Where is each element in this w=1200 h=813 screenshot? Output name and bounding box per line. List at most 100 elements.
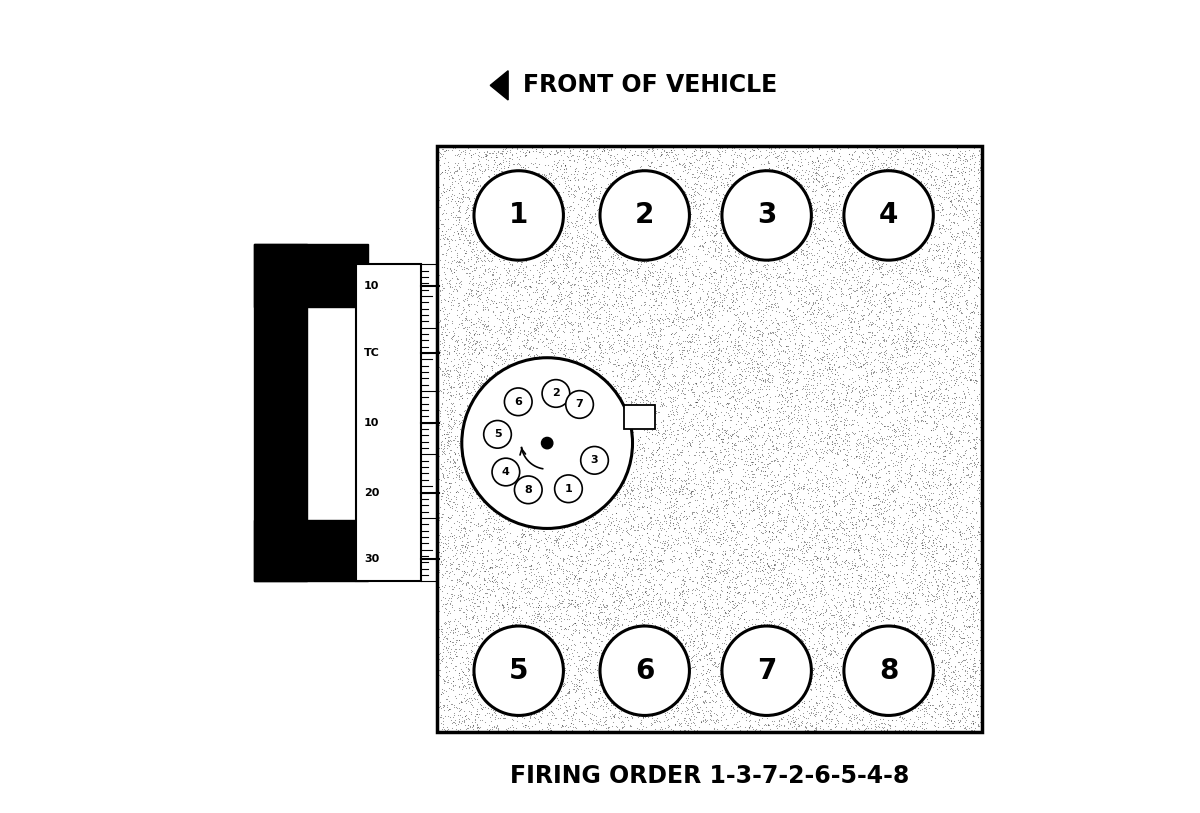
Point xyxy=(808,255,827,268)
Point xyxy=(636,369,655,382)
Point xyxy=(766,298,785,311)
Point xyxy=(449,559,468,572)
Point xyxy=(614,379,634,392)
Point xyxy=(456,599,475,612)
Point xyxy=(569,419,588,432)
Point xyxy=(946,442,965,455)
Point xyxy=(883,611,902,624)
Point xyxy=(462,176,481,189)
Point xyxy=(865,724,884,737)
Point xyxy=(595,294,614,307)
Point xyxy=(841,222,860,235)
Point xyxy=(611,634,630,647)
Point xyxy=(478,239,497,252)
Point xyxy=(850,380,869,393)
Point xyxy=(440,450,460,463)
Point xyxy=(577,305,596,318)
Point xyxy=(971,681,990,694)
Point xyxy=(934,629,953,642)
Point xyxy=(649,441,668,454)
Point xyxy=(552,205,571,218)
Point xyxy=(760,267,779,280)
Point xyxy=(971,216,990,229)
Point xyxy=(605,374,624,387)
Point xyxy=(850,698,869,711)
Point xyxy=(614,228,634,241)
Point xyxy=(709,531,728,544)
Point xyxy=(898,321,917,334)
Point xyxy=(781,528,800,541)
Point xyxy=(476,320,496,333)
Point xyxy=(838,448,857,461)
Point xyxy=(896,338,916,351)
Point xyxy=(626,231,646,244)
Point xyxy=(751,157,770,170)
Point xyxy=(534,689,553,702)
Point xyxy=(606,165,625,178)
Point xyxy=(932,563,952,576)
Point xyxy=(599,528,618,541)
Point xyxy=(463,441,482,454)
Point xyxy=(754,360,773,373)
Point xyxy=(529,371,548,384)
Point xyxy=(697,412,716,425)
Point xyxy=(740,221,760,234)
Point xyxy=(889,168,908,181)
Point xyxy=(919,546,938,559)
Point xyxy=(568,598,587,611)
Point xyxy=(928,506,947,520)
Point xyxy=(929,148,948,161)
Point xyxy=(902,641,922,654)
Point xyxy=(460,208,479,221)
Point xyxy=(713,696,732,709)
Point xyxy=(643,323,662,336)
Point xyxy=(564,617,583,630)
Point xyxy=(586,414,605,427)
Point xyxy=(716,712,736,725)
Point xyxy=(767,167,786,180)
Point xyxy=(578,285,598,298)
Point xyxy=(473,643,492,656)
Point xyxy=(779,666,798,679)
Point xyxy=(498,438,517,451)
Point xyxy=(510,615,529,628)
Point xyxy=(902,506,922,519)
Point xyxy=(504,398,523,411)
Point xyxy=(832,558,851,571)
Point xyxy=(623,280,642,293)
Point xyxy=(617,231,636,244)
Point xyxy=(594,189,613,202)
Point xyxy=(805,385,824,398)
Point xyxy=(914,443,934,456)
Point xyxy=(610,478,629,491)
Point xyxy=(596,567,616,580)
Point xyxy=(548,525,568,538)
Point xyxy=(905,537,924,550)
Point xyxy=(562,714,581,727)
Point xyxy=(587,553,606,566)
Point xyxy=(906,653,925,666)
Point xyxy=(446,501,466,514)
Point xyxy=(824,357,844,370)
Point xyxy=(824,592,844,605)
Point xyxy=(850,598,869,611)
Point xyxy=(456,474,475,487)
Point xyxy=(671,659,690,672)
Point xyxy=(694,491,713,504)
Point xyxy=(676,153,695,166)
Point xyxy=(710,533,730,546)
Point xyxy=(778,510,797,523)
Point xyxy=(446,209,466,222)
Point xyxy=(468,179,487,192)
Point xyxy=(872,432,892,445)
Point xyxy=(852,589,871,602)
Point xyxy=(944,593,964,606)
Point xyxy=(739,705,758,718)
Point xyxy=(798,245,817,258)
Point xyxy=(962,151,982,164)
Point xyxy=(970,583,989,596)
Point xyxy=(521,648,540,661)
Point xyxy=(715,524,734,537)
Point xyxy=(586,537,605,550)
Point xyxy=(706,619,725,632)
